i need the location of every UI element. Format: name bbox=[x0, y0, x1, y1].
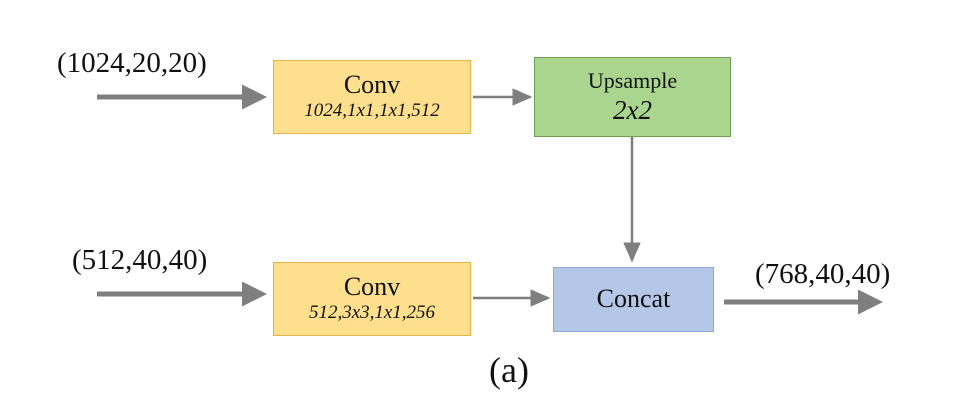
input-bottom-label: (512,40,40) bbox=[72, 244, 208, 276]
conv-top-params: 1024,1x1,1x1,512 bbox=[304, 99, 440, 121]
upsample-block: Upsample 2x2 bbox=[534, 57, 731, 137]
caption: (a) bbox=[489, 350, 529, 390]
conv-block-top: Conv 1024,1x1,1x1,512 bbox=[273, 60, 471, 134]
concat-block: Concat bbox=[553, 267, 714, 332]
conv-bottom-title: Conv bbox=[343, 272, 401, 302]
upsample-params: 2x2 bbox=[613, 95, 652, 125]
conv-top-title: Conv bbox=[343, 70, 401, 100]
input-top-label: (1024,20,20) bbox=[57, 47, 207, 79]
upsample-title: Upsample bbox=[587, 67, 678, 93]
conv-block-bottom: Conv 512,3x3,1x1,256 bbox=[273, 262, 471, 336]
output-label: (768,40,40) bbox=[755, 258, 891, 290]
conv-bottom-params: 512,3x3,1x1,256 bbox=[308, 301, 436, 323]
concat-title: Concat bbox=[596, 284, 671, 314]
